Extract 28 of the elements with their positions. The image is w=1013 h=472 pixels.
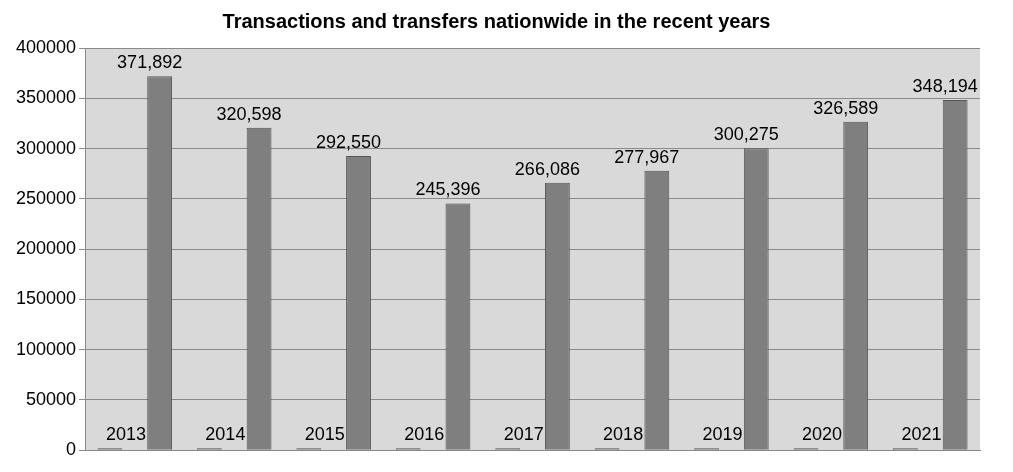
y-tick-label: 0 [66, 439, 77, 460]
data-label: 2013 [105, 424, 146, 445]
data-label: 371,892 [117, 52, 183, 73]
y-tick-label: 150000 [15, 288, 77, 309]
y-tick-label: 100000 [15, 338, 77, 359]
y-tick-label: 400000 [15, 36, 77, 57]
y-tick-label: 350000 [15, 87, 77, 108]
y-tick-label: 250000 [15, 187, 77, 208]
y-tick-label: 50000 [26, 388, 77, 409]
data-label: 292,550 [315, 132, 382, 153]
data-label: 2017 [503, 424, 544, 445]
data-label: 277,967 [614, 146, 680, 167]
data-label: 2020 [801, 424, 843, 445]
data-label: 266,086 [514, 158, 580, 179]
data-label: 245,396 [415, 179, 481, 200]
data-label: 348,194 [912, 76, 978, 97]
data-label: 2014 [205, 424, 246, 445]
data-label: 2019 [702, 424, 743, 445]
data-label: 320,598 [216, 103, 282, 124]
chart-title: Transactions and transfers nationwide in the recent years [222, 9, 771, 32]
data-label: 2018 [603, 424, 644, 445]
data-label: 300,275 [713, 124, 779, 145]
data-label: 2016 [404, 424, 445, 445]
data-label: 2021 [901, 424, 942, 445]
data-label: 2015 [304, 424, 345, 445]
data-label: 326,589 [813, 97, 879, 118]
y-tick-label: 200000 [15, 238, 77, 259]
y-tick-label: 300000 [15, 137, 77, 158]
